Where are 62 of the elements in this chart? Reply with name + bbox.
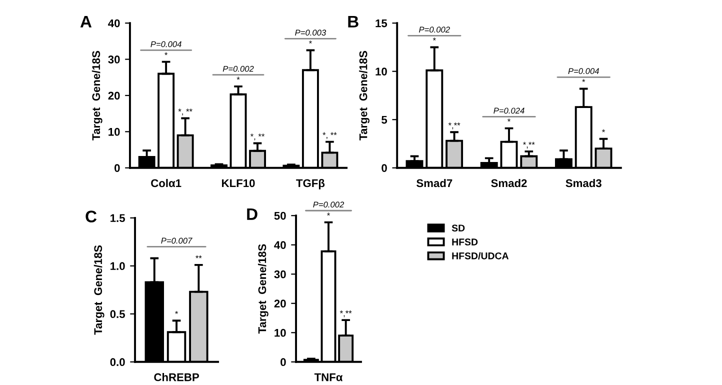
y-tick-label: 0.0: [110, 358, 125, 366]
chart-title: D: [247, 208, 258, 220]
y-tick-label: 20: [274, 300, 286, 308]
annotation: *: [582, 79, 586, 82]
annotation: *,**: [340, 310, 352, 318]
y-tick-label: 30: [108, 56, 120, 64]
y-tick-label: 0: [280, 358, 286, 366]
annotation: **: [196, 255, 202, 258]
annotation: P=0.004: [568, 68, 599, 74]
chart-title: B: [348, 16, 358, 28]
legend-label: HFSD/UDCA: [452, 252, 509, 260]
annotation: *, **: [178, 108, 192, 116]
annotation: *, **: [250, 134, 265, 140]
annotation: P=0.002: [222, 66, 254, 72]
annotation: *, **: [322, 132, 337, 139]
y-tick-label: 10: [274, 328, 286, 337]
x-tick-label: TNFα: [314, 373, 343, 382]
x-tick-label: Smad3: [566, 178, 602, 188]
y-axis-title: Target Gene/18S: [359, 50, 370, 140]
annotation: *,**: [523, 142, 535, 149]
y-tick-label: 10: [376, 68, 387, 76]
annotation: *: [236, 76, 240, 80]
x-tick-label: Colα1: [151, 178, 182, 188]
y-tick-label: 0: [114, 164, 120, 172]
y-tick-label: 40: [108, 19, 120, 28]
y-tick-label: 15: [376, 19, 388, 28]
y-tick-label: 10: [108, 128, 120, 136]
x-tick-label: ChREBP: [154, 373, 199, 382]
annotation: P=0.007: [161, 238, 192, 244]
y-tick-label: 5: [382, 116, 388, 124]
y-tick-label: 50: [274, 212, 286, 220]
annotation: *: [308, 40, 312, 44]
annotation: P=0.004: [150, 41, 182, 48]
annotation: *: [164, 52, 168, 56]
annotation: *: [602, 129, 606, 132]
chart-title: A: [80, 16, 92, 28]
annotation: P=0.002: [419, 26, 450, 33]
y-tick-label: 20: [108, 92, 120, 100]
annotation: P=0.024: [494, 108, 524, 114]
chart-title: C: [86, 210, 97, 222]
y-axis-title: Target Gene/18S: [258, 244, 268, 334]
y-tick-label: 40: [274, 241, 286, 249]
y-tick-label: 0.5: [110, 310, 125, 318]
annotation: P=0.003: [295, 30, 326, 36]
y-tick-label: 30: [274, 270, 286, 278]
annotation: *: [175, 311, 178, 314]
legend-label: HFSD: [452, 238, 478, 246]
y-tick-label: 1.5: [110, 214, 125, 222]
y-axis-title: Target Gene/18S: [92, 50, 102, 140]
x-tick-label: TGFβ: [296, 178, 325, 190]
y-axis-title: Target Gene/18S: [94, 245, 104, 335]
legend-label: SD: [452, 224, 465, 232]
x-tick-label: Smad2: [491, 178, 527, 188]
text: P=0.002: [313, 202, 344, 208]
annotation: *,**: [448, 122, 460, 130]
x-tick-label: KLF10: [222, 179, 255, 188]
annotation: *: [432, 38, 436, 41]
y-tick-label: 1.0: [110, 262, 125, 270]
x-tick-label: Smad7: [416, 178, 452, 188]
annotation: *: [508, 118, 510, 122]
y-tick-label: 0: [382, 164, 387, 172]
annotation: *: [327, 212, 330, 216]
